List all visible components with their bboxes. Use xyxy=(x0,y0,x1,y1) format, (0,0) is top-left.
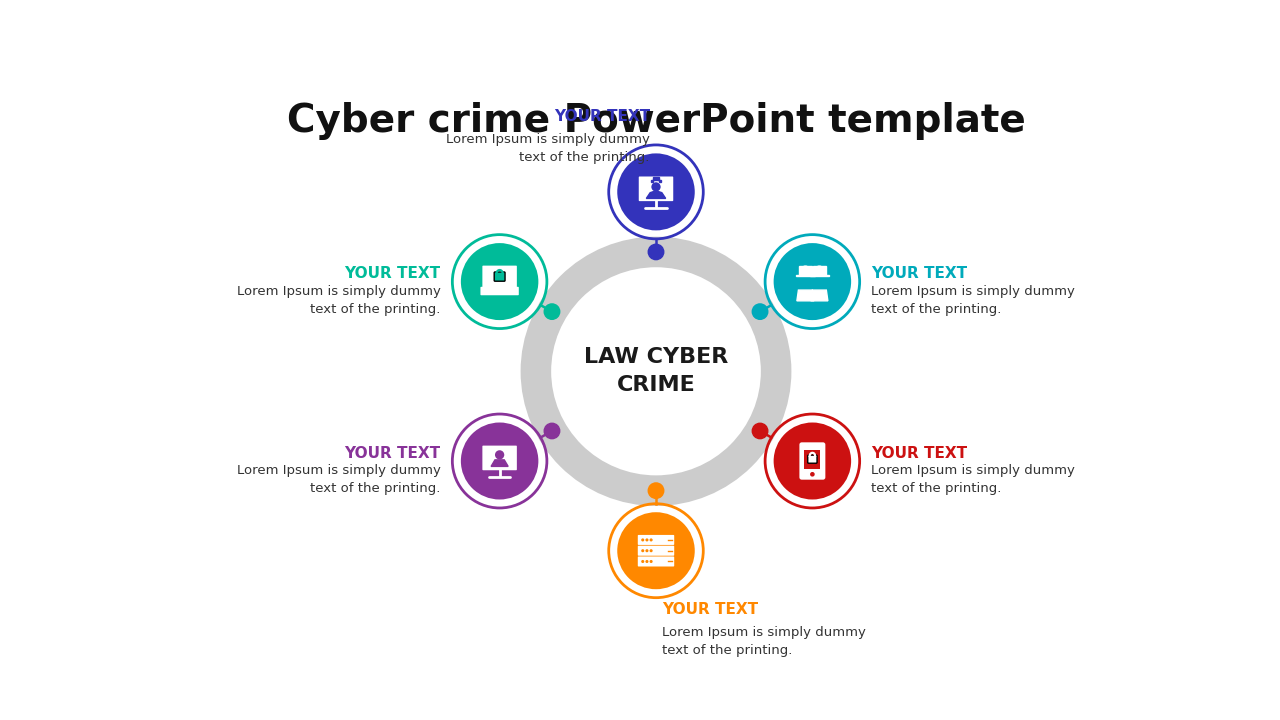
FancyBboxPatch shape xyxy=(800,442,826,480)
Circle shape xyxy=(617,512,695,589)
Circle shape xyxy=(649,549,653,552)
Circle shape xyxy=(652,182,660,192)
FancyBboxPatch shape xyxy=(480,287,518,295)
FancyBboxPatch shape xyxy=(808,455,817,463)
FancyBboxPatch shape xyxy=(483,266,517,288)
Polygon shape xyxy=(810,290,828,301)
Text: Lorem Ipsum is simply dummy
text of the printing.: Lorem Ipsum is simply dummy text of the … xyxy=(237,284,440,315)
Circle shape xyxy=(461,423,539,500)
Circle shape xyxy=(814,266,824,276)
FancyBboxPatch shape xyxy=(483,446,517,470)
Text: Lorem Ipsum is simply dummy
text of the printing.: Lorem Ipsum is simply dummy text of the … xyxy=(872,464,1075,495)
Circle shape xyxy=(617,153,695,230)
Circle shape xyxy=(648,244,664,260)
Circle shape xyxy=(645,549,649,552)
FancyBboxPatch shape xyxy=(637,557,675,567)
Circle shape xyxy=(641,549,644,552)
Polygon shape xyxy=(799,266,812,274)
FancyBboxPatch shape xyxy=(639,176,673,201)
Text: YOUR TEXT: YOUR TEXT xyxy=(662,602,758,617)
Circle shape xyxy=(649,560,653,563)
Circle shape xyxy=(495,450,504,459)
Circle shape xyxy=(645,560,649,563)
Circle shape xyxy=(649,539,653,541)
Text: Lorem Ipsum is simply dummy
text of the printing.: Lorem Ipsum is simply dummy text of the … xyxy=(662,626,867,657)
Text: YOUR TEXT: YOUR TEXT xyxy=(344,266,440,282)
FancyBboxPatch shape xyxy=(637,535,675,545)
Polygon shape xyxy=(650,177,662,182)
Polygon shape xyxy=(646,191,666,199)
Circle shape xyxy=(641,560,644,563)
Circle shape xyxy=(773,243,851,320)
Circle shape xyxy=(800,266,810,276)
FancyBboxPatch shape xyxy=(637,546,675,556)
Text: YOUR TEXT: YOUR TEXT xyxy=(872,446,968,461)
Polygon shape xyxy=(796,274,815,276)
Text: LAW CYBER
CRIME: LAW CYBER CRIME xyxy=(584,347,728,395)
Text: Cyber crime PowerPoint template: Cyber crime PowerPoint template xyxy=(287,102,1025,140)
FancyBboxPatch shape xyxy=(494,272,506,282)
Circle shape xyxy=(810,472,814,477)
Text: YOUR TEXT: YOUR TEXT xyxy=(554,109,650,124)
Circle shape xyxy=(641,539,644,541)
Circle shape xyxy=(753,423,768,438)
Polygon shape xyxy=(813,266,826,274)
Polygon shape xyxy=(797,290,814,301)
Circle shape xyxy=(645,539,649,541)
Circle shape xyxy=(648,483,664,498)
Circle shape xyxy=(544,423,559,438)
Text: Lorem Ipsum is simply dummy
text of the printing.: Lorem Ipsum is simply dummy text of the … xyxy=(872,284,1075,315)
Text: YOUR TEXT: YOUR TEXT xyxy=(872,266,968,282)
Text: YOUR TEXT: YOUR TEXT xyxy=(344,446,440,461)
Circle shape xyxy=(461,243,539,320)
Text: Lorem Ipsum is simply dummy
text of the printing.: Lorem Ipsum is simply dummy text of the … xyxy=(237,464,440,495)
Text: Lorem Ipsum is simply dummy
text of the printing.: Lorem Ipsum is simply dummy text of the … xyxy=(445,133,650,164)
Circle shape xyxy=(773,423,851,500)
Circle shape xyxy=(753,304,768,320)
Polygon shape xyxy=(810,274,829,276)
Polygon shape xyxy=(492,460,508,467)
Bar xyxy=(804,449,820,469)
Circle shape xyxy=(544,304,559,320)
